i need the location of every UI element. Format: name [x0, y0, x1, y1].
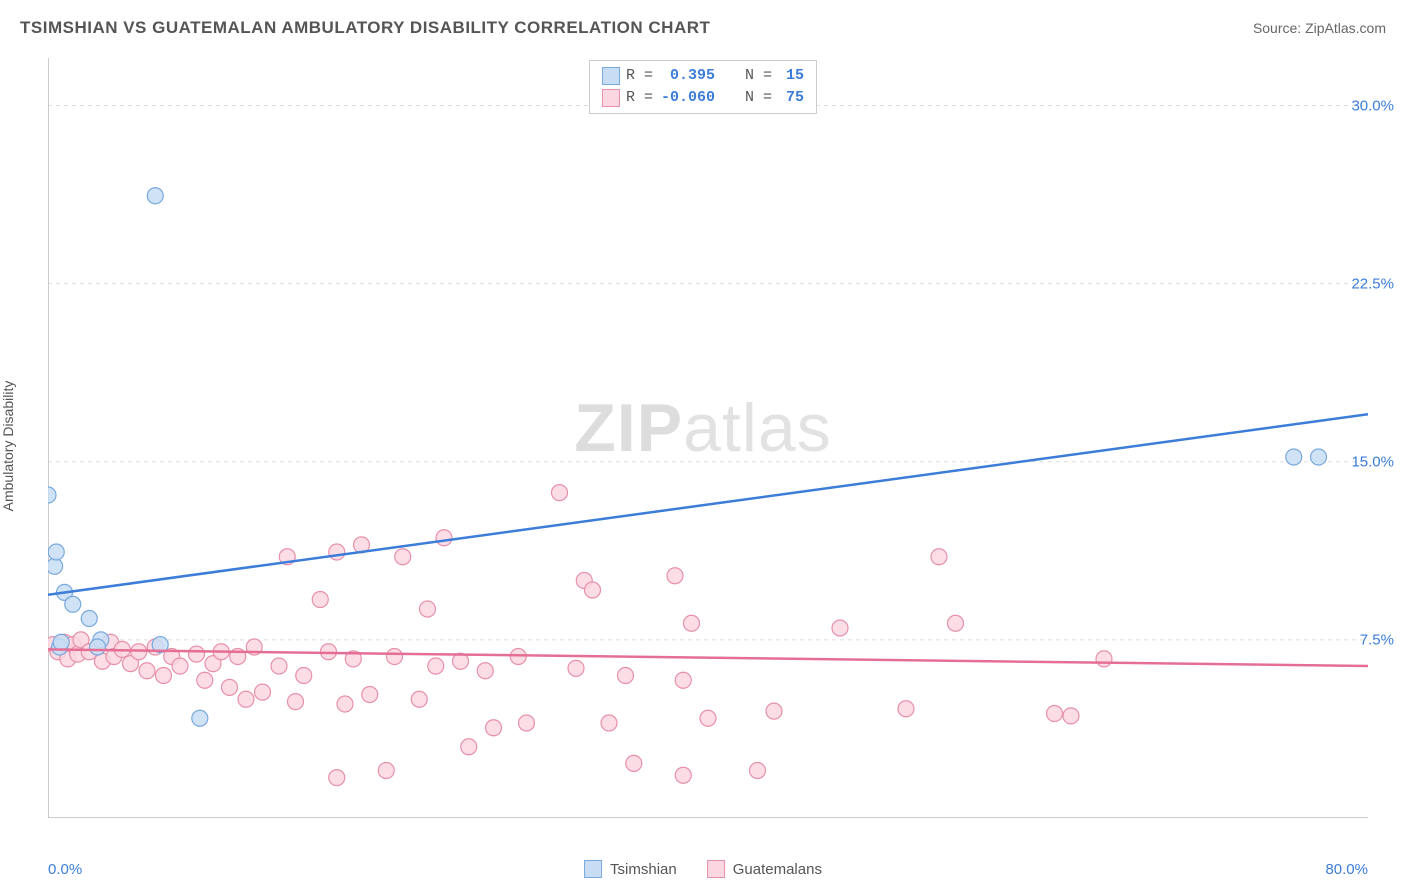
swatch-guatemalans-icon [707, 860, 725, 878]
y-tick-label: 30.0% [1351, 97, 1394, 114]
swatch-guatemalans [602, 89, 620, 107]
y-tick-label: 22.5% [1351, 275, 1394, 292]
x-axis-max-label: 80.0% [1325, 861, 1368, 878]
legend-item-tsimshian: Tsimshian [584, 860, 677, 878]
series-legend: Tsimshian Guatemalans [584, 860, 822, 878]
y-axis-label: Ambulatory Disability [0, 381, 16, 512]
correlation-legend: R = 0.395 N = 15 R = -0.060 N = 75 [589, 60, 817, 114]
y-tick-label: 7.5% [1360, 631, 1394, 648]
legend-item-guatemalans: Guatemalans [707, 860, 822, 878]
chart-title: TSIMSHIAN VS GUATEMALAN AMBULATORY DISAB… [20, 18, 710, 38]
swatch-tsimshian-icon [584, 860, 602, 878]
x-axis-min-label: 0.0% [48, 861, 82, 878]
chart-source: Source: ZipAtlas.com [1253, 20, 1386, 36]
legend-row-guatemalans: R = -0.060 N = 75 [602, 87, 804, 109]
y-tick-label: 15.0% [1351, 453, 1394, 470]
legend-row-tsimshian: R = 0.395 N = 15 [602, 65, 804, 87]
chart-header: TSIMSHIAN VS GUATEMALAN AMBULATORY DISAB… [20, 18, 1386, 38]
swatch-tsimshian [602, 67, 620, 85]
scatter-svg [48, 58, 1368, 818]
chart-plot-area [48, 58, 1368, 818]
